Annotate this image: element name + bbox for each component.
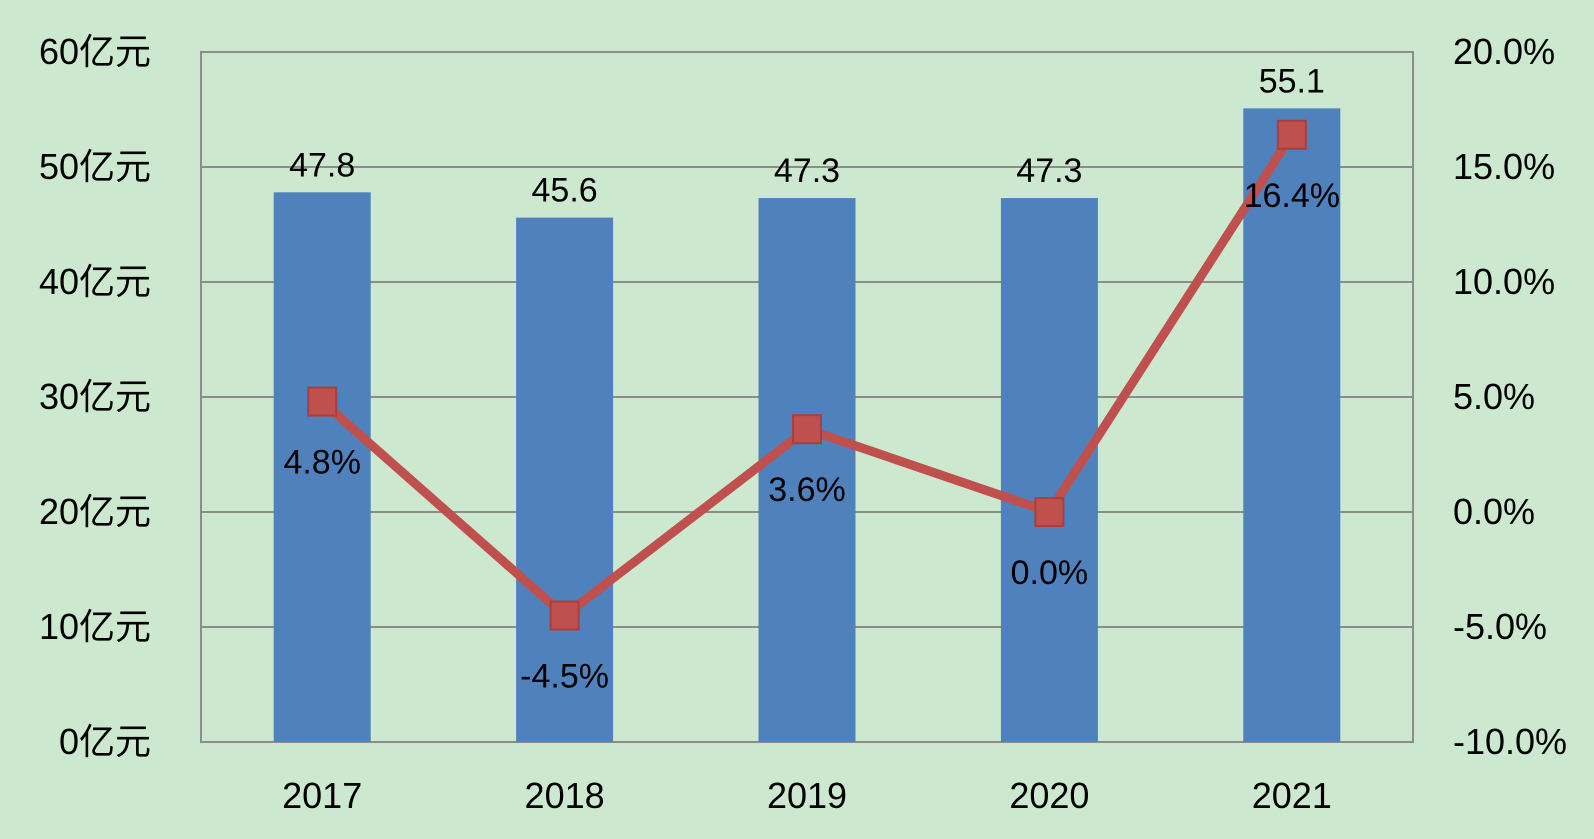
left-axis-tick-label: 50亿元 [39,146,151,187]
line-point [1034,497,1065,527]
right-axis-tick-label: 10.0% [1453,261,1555,302]
bar [1243,108,1341,743]
line-data-label: 4.8% [283,444,361,482]
bar-data-label: 45.6 [532,172,598,210]
left-axis-tick-label: 20亿元 [39,491,151,532]
right-axis-tick-label: 15.0% [1453,146,1555,187]
bar-data-label: 47.3 [774,152,840,190]
right-axis-tick-label: 0.0% [1453,491,1535,532]
line-data-label: 0.0% [1011,554,1089,592]
bar-data-labels: 47.8 45.6 47.3 47.3 55.1 [289,62,1325,209]
x-axis-tick-label: 2019 [767,775,847,816]
left-axis-tick-label: 0亿元 [59,721,151,762]
line-data-label: 16.4% [1244,177,1340,215]
bar [1000,198,1098,743]
x-axis-tick-label: 2020 [1009,775,1089,816]
x-axis-tick-label: 2021 [1252,775,1332,816]
bar [758,198,856,743]
right-axis-tick-label: 5.0% [1453,376,1535,417]
gridlines [201,51,1413,743]
right-axis-tick-label: -5.0% [1453,606,1547,647]
left-axis-tick-label: 10亿元 [39,606,151,647]
left-axis-tick-label: 30亿元 [39,376,151,417]
bar-data-label: 55.1 [1259,62,1325,100]
x-axis-tick-label: 2017 [282,775,362,816]
bar [273,192,371,743]
line-point [792,414,822,445]
line-point [1276,119,1307,150]
bar-data-label: 47.8 [289,146,355,184]
line-point [549,600,580,631]
left-axis-ticks: 0亿元 10亿元 20亿元 30亿元 40亿元 50亿元 60亿元 [39,31,151,762]
line-data-label: -4.5% [520,658,609,696]
bar [516,217,614,743]
bar-data-label: 47.3 [1016,152,1082,190]
right-axis-tick-label: 20.0% [1453,31,1555,72]
x-axis-tick-label: 2018 [525,775,605,816]
line-point [307,386,338,417]
right-axis-ticks: -10.0% -5.0% 0.0% 5.0% 10.0% 15.0% 20.0% [1453,31,1567,762]
line-data-label: 3.6% [768,471,846,509]
bar-series [273,108,1341,743]
left-axis-tick-label: 60亿元 [39,31,151,72]
x-axis-ticks: 2017 2018 2019 2020 2021 [282,775,1332,816]
line-series [307,119,1307,631]
left-axis-tick-label: 40亿元 [39,261,151,302]
line-data-labels: 4.8% -4.5% 3.6% 0.0% 16.4% [283,177,1340,696]
right-axis-tick-label: -10.0% [1453,721,1567,762]
